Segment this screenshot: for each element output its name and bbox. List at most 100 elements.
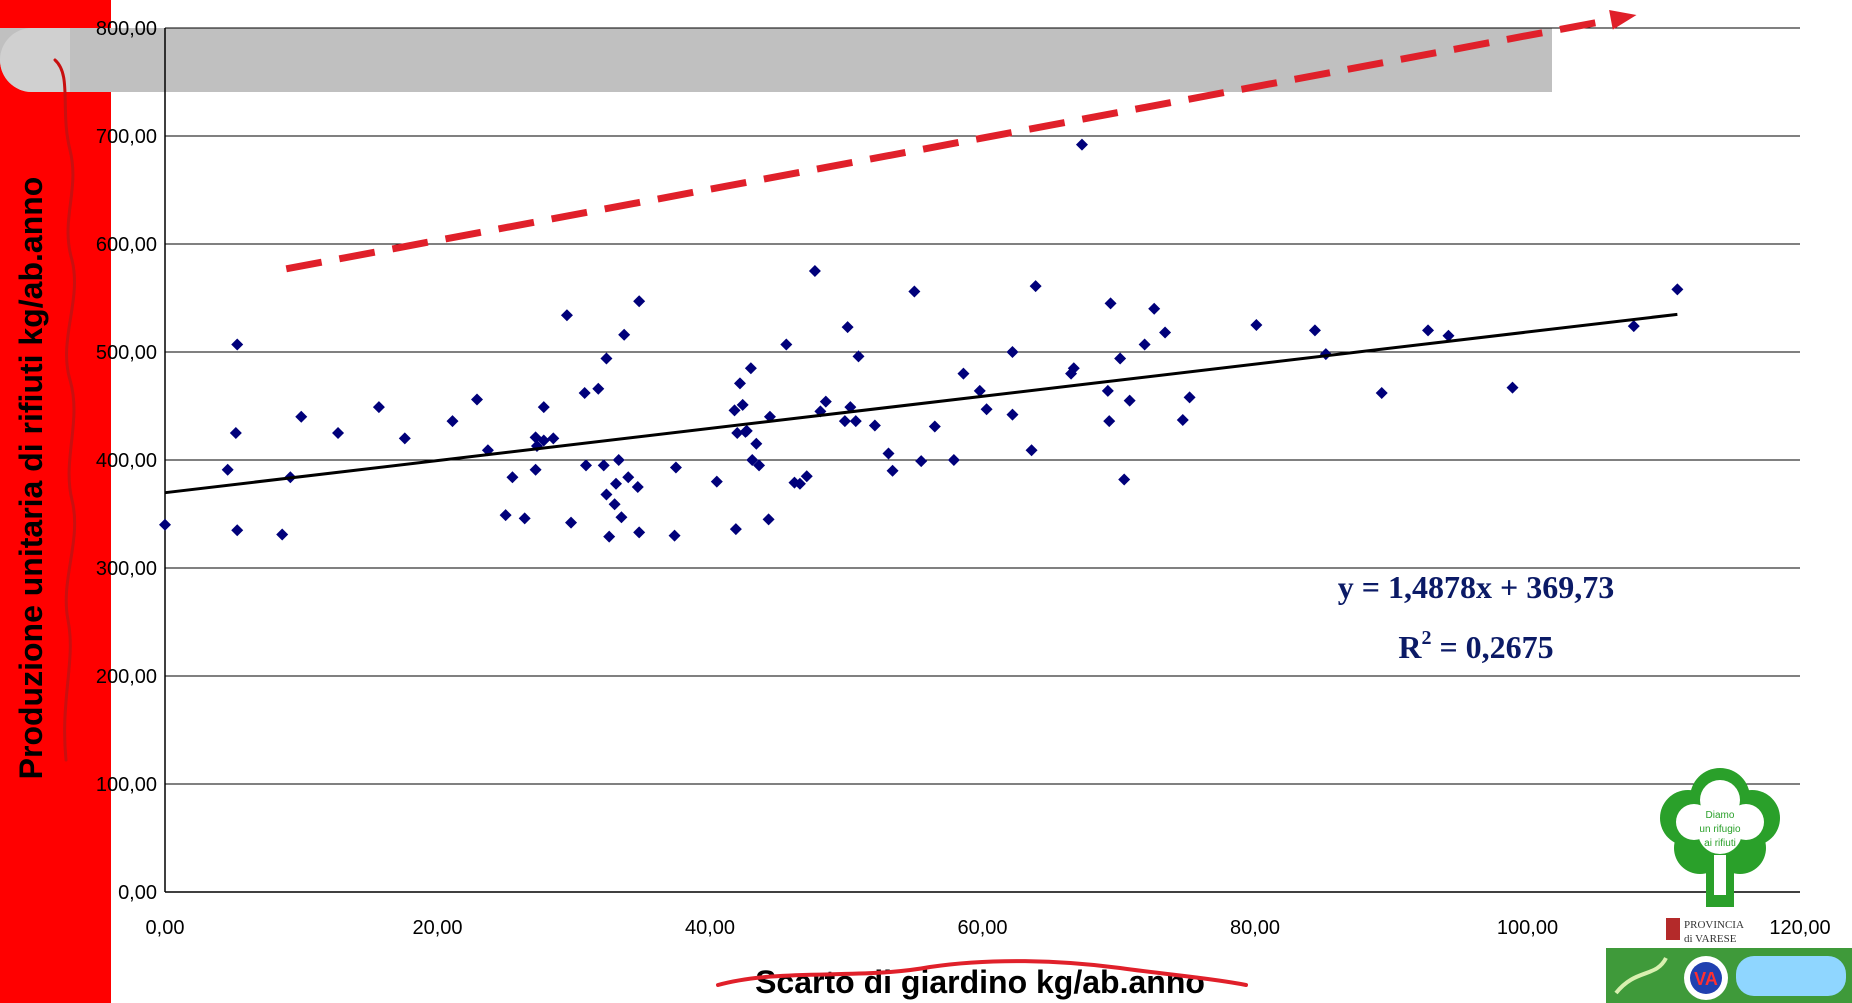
data-point xyxy=(1308,324,1321,337)
data-point xyxy=(1148,302,1161,315)
data-point xyxy=(1025,444,1038,457)
tree-logo-text-1: Diamo xyxy=(1706,810,1735,821)
x-tick-label: 60,00 xyxy=(957,917,1007,939)
data-point xyxy=(728,404,741,417)
tree-logo-text-2: un rifugio xyxy=(1699,824,1741,835)
trendline xyxy=(164,312,1678,495)
va-rifiuti-logo-icon: VA xyxy=(1606,948,1852,1003)
data-point xyxy=(633,295,646,308)
r-squared-label: R2 = 0,2675 xyxy=(1398,627,1553,665)
data-point xyxy=(819,395,832,408)
data-point xyxy=(1118,473,1131,486)
data-point xyxy=(612,454,625,466)
data-point xyxy=(947,454,960,466)
data-point xyxy=(733,377,746,390)
data-point xyxy=(229,427,242,439)
data-point xyxy=(1159,326,1172,339)
svg-text:di VARESE: di VARESE xyxy=(1684,933,1737,945)
data-point xyxy=(578,387,591,400)
data-point xyxy=(1422,324,1435,337)
data-point xyxy=(1067,362,1080,375)
data-point xyxy=(762,513,775,526)
red-underline-scribble xyxy=(716,959,1248,987)
data-point xyxy=(622,471,635,484)
x-tick-label: 0,00 xyxy=(146,917,185,939)
top-gray-banner xyxy=(0,28,1552,92)
data-point xyxy=(372,401,385,414)
data-point xyxy=(1183,391,1196,404)
data-point xyxy=(744,362,757,375)
province-logo-icon: PROVINCIA di VARESE xyxy=(1666,918,1744,945)
data-point xyxy=(1375,387,1388,400)
data-point xyxy=(740,424,753,437)
data-point xyxy=(1138,338,1151,351)
data-point xyxy=(746,454,759,466)
data-points xyxy=(159,138,1684,543)
data-point xyxy=(592,382,605,395)
data-point xyxy=(1006,346,1019,358)
x-tick-label: 80,00 xyxy=(1230,917,1280,939)
data-point xyxy=(529,463,542,476)
trend-arrow-head xyxy=(1609,10,1637,30)
data-point xyxy=(471,393,484,406)
data-point xyxy=(231,524,244,537)
data-point xyxy=(295,410,308,423)
top-banner-cap xyxy=(0,28,70,92)
data-point xyxy=(600,488,613,501)
data-point xyxy=(973,384,986,397)
data-point xyxy=(600,352,613,365)
data-point xyxy=(1250,319,1263,331)
y-tick-label: 500,00 xyxy=(96,342,157,364)
data-point xyxy=(753,459,766,472)
data-point xyxy=(580,459,593,472)
svg-text:PROVINCIA: PROVINCIA xyxy=(1684,919,1744,931)
data-point xyxy=(710,475,723,488)
data-point xyxy=(506,471,519,484)
x-tick-label: 20,00 xyxy=(412,917,462,939)
tree-logo-text-3: ai rifiuti xyxy=(1704,838,1736,849)
data-point xyxy=(849,415,862,428)
x-tick-label: 100,00 xyxy=(1497,917,1558,939)
data-point xyxy=(565,516,578,529)
x-tick-label: 120,00 xyxy=(1769,917,1830,939)
grid-lines xyxy=(165,27,1800,893)
data-point xyxy=(221,463,234,476)
data-point xyxy=(332,427,345,439)
data-point xyxy=(1029,280,1042,293)
data-point xyxy=(1104,297,1117,310)
x-tick-label: 40,00 xyxy=(685,917,735,939)
data-point xyxy=(1176,414,1189,427)
y-tick-label: 0,00 xyxy=(118,882,157,904)
data-point xyxy=(668,529,681,542)
data-point xyxy=(633,526,646,539)
data-point xyxy=(631,481,644,493)
data-point xyxy=(1006,408,1019,421)
data-point xyxy=(1671,283,1684,296)
data-point xyxy=(446,415,459,428)
data-point xyxy=(852,350,865,363)
trend-arrow xyxy=(285,10,1637,273)
data-point xyxy=(276,528,289,541)
trend-equation: y = 1,4878x + 369,73 xyxy=(1338,569,1614,605)
y-tick-label: 100,00 xyxy=(96,774,157,796)
y-tick-label: 600,00 xyxy=(96,234,157,256)
svg-text:VA: VA xyxy=(1694,969,1718,989)
data-point xyxy=(669,461,682,474)
data-point xyxy=(1075,138,1088,151)
r-squared-prefix: R xyxy=(1398,629,1422,665)
data-point xyxy=(1114,352,1127,365)
data-point xyxy=(915,455,928,468)
data-point xyxy=(750,437,763,450)
data-point xyxy=(908,285,921,298)
data-point xyxy=(886,464,899,477)
y-tick-label: 400,00 xyxy=(96,450,157,472)
data-point xyxy=(1442,329,1455,342)
data-point xyxy=(793,477,806,490)
red-side-bar xyxy=(0,0,111,1003)
data-point xyxy=(159,518,171,531)
axes xyxy=(164,28,1800,893)
y-tick-label: 200,00 xyxy=(96,666,157,688)
data-point xyxy=(609,477,622,490)
data-point xyxy=(537,401,550,414)
